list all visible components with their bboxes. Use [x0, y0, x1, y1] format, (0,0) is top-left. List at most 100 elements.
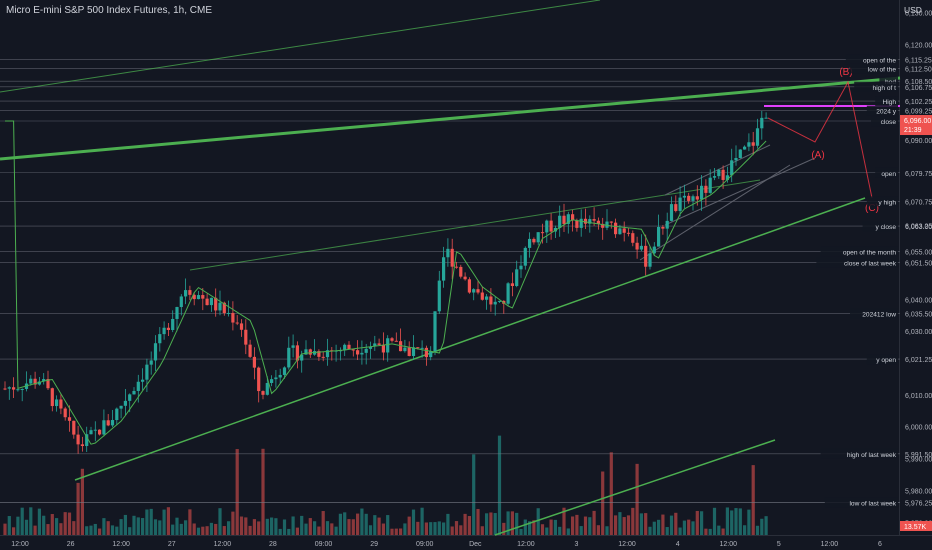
volume-bar [429, 522, 433, 535]
time-tick-label: 12:00 [11, 541, 29, 548]
candle-body [347, 344, 351, 350]
volume-bar [123, 514, 127, 535]
price-tick-label: 6,000.00 [905, 425, 932, 432]
level-label-bg [816, 257, 898, 268]
candle-body [626, 232, 631, 234]
candle-body [648, 253, 652, 267]
candle-body [106, 420, 110, 426]
time-axis[interactable]: 12:00 26 12:00 27 12:00 28 09:00 29 09:00 Dec 12:0… [11, 541, 882, 548]
candle-body [420, 347, 424, 349]
volume-bar [368, 525, 373, 535]
volume-bar [72, 521, 76, 535]
volume-bar [325, 521, 330, 535]
volume-bar [485, 513, 489, 535]
volume-bar [614, 515, 618, 535]
price-tick-label: 5,990.00 [905, 457, 932, 464]
volume-bar [403, 523, 407, 535]
candle-body [510, 283, 514, 287]
time-tick-label: 12:00 [214, 541, 232, 548]
candle-body [416, 347, 420, 349]
level-label-bg [879, 76, 898, 87]
candle-body [317, 351, 321, 357]
candle-body [614, 222, 618, 235]
candle-body [381, 344, 385, 353]
candle-body [437, 280, 441, 312]
volume-bar [730, 510, 734, 535]
candle-body [321, 356, 325, 358]
level-label-bg [875, 96, 898, 107]
candle-body [360, 352, 364, 355]
volume-bar [420, 507, 424, 535]
candle-body [252, 356, 256, 368]
volume-bar [476, 508, 480, 535]
candle-body [528, 238, 532, 248]
price-axis[interactable]: 6,130.00 6,120.00 6,115.256,112.50 6,108.50… [900, 11, 932, 531]
candle-body [50, 388, 54, 407]
volume-bar [373, 515, 377, 535]
volume-bar [523, 519, 527, 535]
volume-bar [37, 508, 41, 535]
volume-bar [343, 512, 347, 535]
volume-bar [506, 511, 510, 535]
price-tick-label: 6,102.25 [905, 99, 932, 106]
candle-body [295, 345, 299, 361]
candle-body [485, 296, 489, 300]
candle-body [364, 348, 368, 353]
price-tick-label: 6,079.75 [905, 171, 932, 178]
volume-bar [381, 523, 385, 535]
candle-body [209, 297, 213, 306]
candle-body [257, 367, 261, 392]
candle-body [738, 149, 742, 159]
volume-bar [261, 448, 265, 535]
candle-body [59, 399, 63, 409]
volume-bar [399, 528, 403, 535]
volume-bar [175, 517, 179, 535]
volume-bar [128, 527, 132, 535]
time-tick-label: 26 [67, 541, 75, 548]
volume-bar [162, 509, 166, 535]
currency-label[interactable]: USD [904, 5, 922, 15]
price-tick-label: 6,051.50 [905, 261, 932, 268]
price-tick-label: 6,070.75 [905, 199, 932, 206]
candle-body [270, 379, 274, 383]
volume-bar [158, 520, 162, 535]
level-label-bg [850, 308, 898, 319]
level-label: close of last week [844, 261, 897, 268]
volume-bar [192, 523, 196, 535]
volume-bar [59, 523, 63, 535]
candle-body [3, 388, 7, 390]
candle-body [493, 301, 497, 305]
candle-body [536, 232, 540, 243]
volume-bar [721, 528, 725, 535]
candle-body [566, 214, 570, 224]
volume-bar [592, 510, 596, 535]
candle-body [235, 322, 239, 324]
volume-bar [278, 528, 282, 535]
volume-bar [85, 526, 89, 535]
candle-body [196, 295, 201, 300]
volume-bar [110, 525, 115, 535]
candle-body [20, 388, 24, 390]
candle-body [356, 350, 360, 355]
candle-body [399, 341, 403, 352]
price-tick-label: 6,030.00 [905, 329, 932, 336]
volume-bar [433, 522, 437, 535]
candle-body [540, 232, 545, 234]
candle-body [424, 347, 428, 358]
volume-bar [738, 508, 742, 535]
volume-bar [356, 513, 360, 535]
candle-body [145, 364, 149, 380]
volume-bar [717, 525, 721, 535]
volume-bar [545, 527, 549, 535]
candle-body [7, 387, 11, 389]
volume-bar [222, 526, 226, 535]
candle-body [730, 160, 734, 176]
volume-bar [407, 516, 411, 535]
volume-bar [295, 527, 299, 535]
volume-bar [540, 524, 545, 535]
wave-label: (A) [811, 150, 824, 161]
chart-title: Micro E-mini S&P 500 Index Futures, 1h, … [6, 5, 213, 16]
volume-bar [227, 521, 231, 535]
volume-bar [136, 517, 140, 535]
